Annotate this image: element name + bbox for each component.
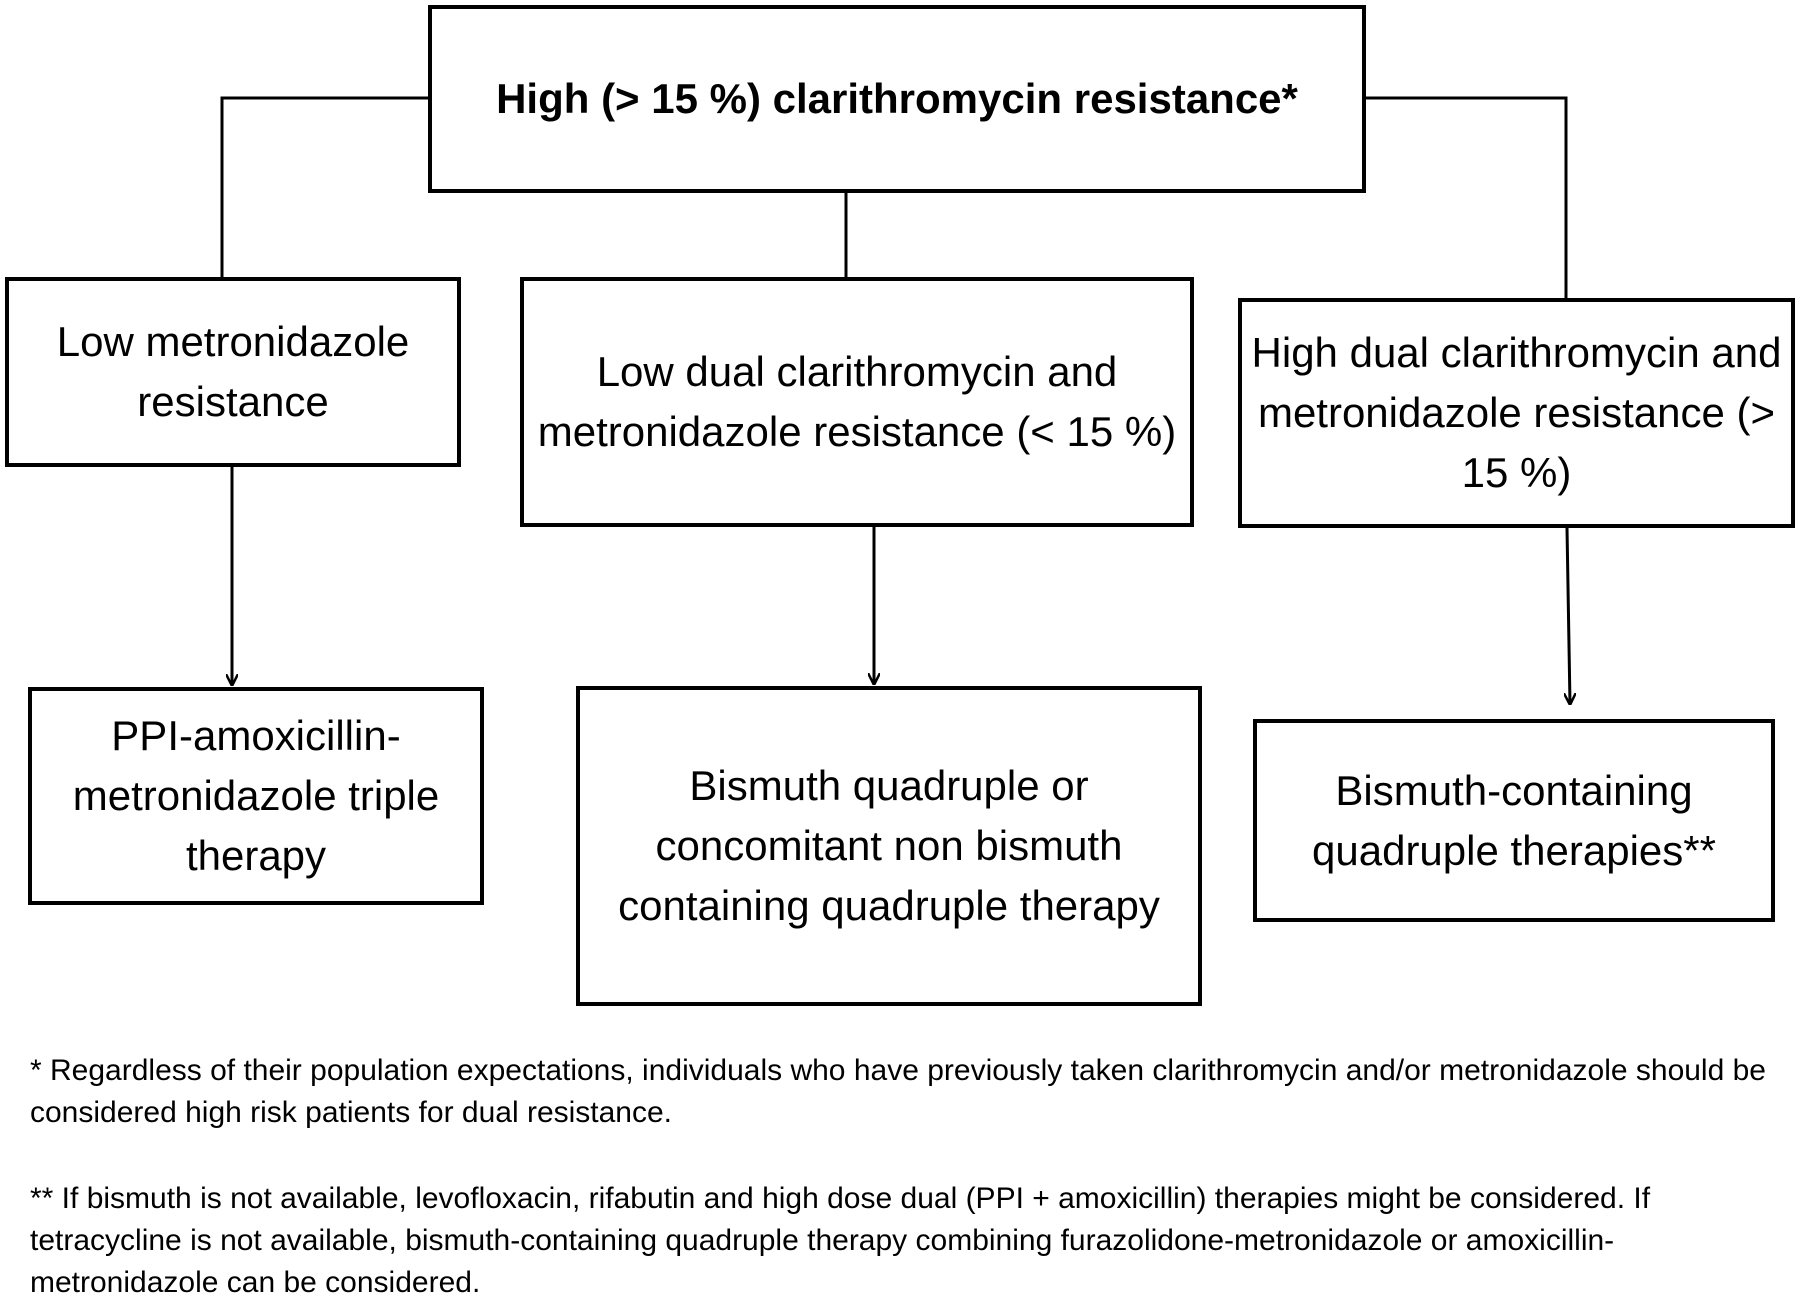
branch-node-high-dual-resistance: High dual clarithromycin and metronidazo… <box>1238 298 1795 528</box>
footnote-double-asterisk: ** If bismuth is not available, levoflox… <box>30 1182 1651 1299</box>
therapy-node-triple-therapy: PPI-amoxicillin-metronidazole triple the… <box>28 687 484 905</box>
connector-root-to-left <box>220 96 428 277</box>
branch-node-label: High dual clarithromycin and metronidazo… <box>1251 329 1782 496</box>
therapy-node-bismuth-containing: Bismuth-containing quadruple therapies** <box>1253 719 1775 922</box>
branch-node-label: Low metronidazole resistance <box>56 318 410 425</box>
therapy-node-label: Bismuth quadruple or concomitant non bis… <box>618 762 1160 929</box>
branch-node-low-metronidazole: Low metronidazole resistance <box>5 277 461 467</box>
branch-node-low-dual-resistance: Low dual clarithromycin and metronidazol… <box>520 277 1194 527</box>
arrow-right <box>1567 527 1570 704</box>
root-node-label: High (> 15 %) clarithromycin resistance* <box>496 75 1298 122</box>
branch-node-label: Low dual clarithromycin and metronidazol… <box>537 348 1177 455</box>
connector-root-to-right <box>1366 96 1568 298</box>
therapy-node-label: PPI-amoxicillin-metronidazole triple the… <box>72 712 440 879</box>
therapy-node-bismuth-or-concomitant: Bismuth quadruple or concomitant non bis… <box>576 686 1202 1006</box>
root-node-high-clarithromycin-resistance: High (> 15 %) clarithromycin resistance* <box>428 5 1366 193</box>
therapy-node-label: Bismuth-containing quadruple therapies** <box>1312 766 1716 874</box>
footnote-single-asterisk: * Regardless of their population expecta… <box>30 1054 1766 1129</box>
